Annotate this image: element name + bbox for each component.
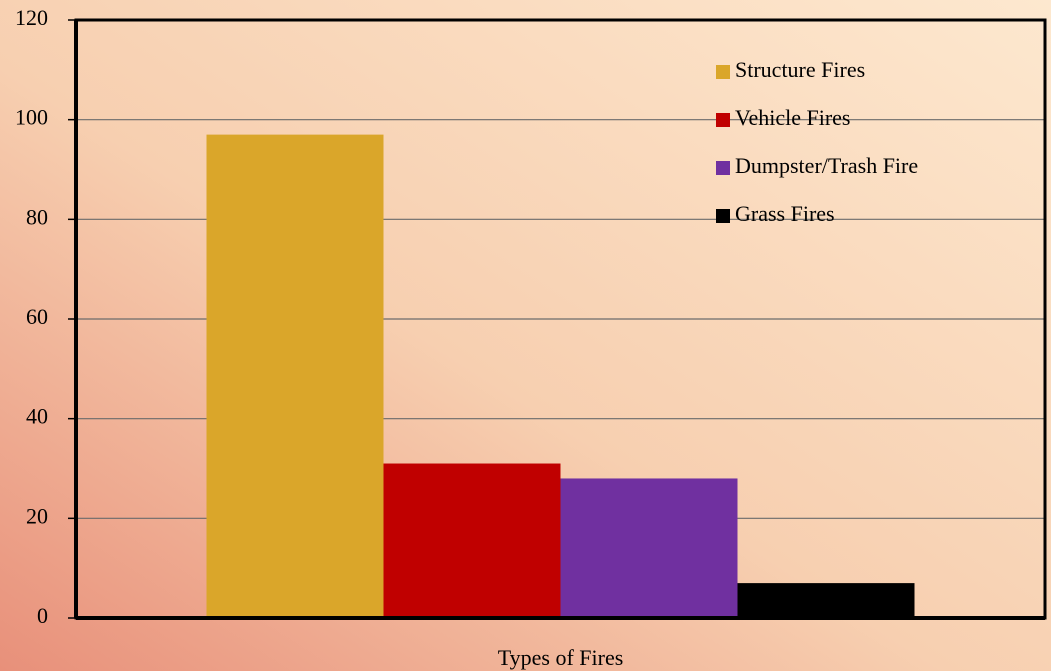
legend-label: Structure Fires [735,57,865,82]
bar [383,463,561,618]
legend-label: Vehicle Fires [735,105,850,130]
y-tick-label: 120 [15,5,48,30]
bar [737,583,915,618]
bar [206,134,384,618]
legend-label: Dumpster/Trash Fire [735,153,918,178]
y-tick-label: 60 [26,304,48,329]
legend-swatch [716,161,730,175]
y-tick-label: 100 [15,105,48,130]
legend-swatch [716,113,730,127]
y-tick-label: 40 [26,404,48,429]
y-tick-label: 80 [26,204,48,229]
legend-swatch [716,65,730,79]
x-axis-label: Types of Fires [498,645,624,670]
y-tick-label: 20 [26,503,48,528]
bar [560,478,738,618]
legend-label: Grass Fires [735,201,835,226]
y-tick-label: 0 [37,603,48,628]
legend-swatch [716,209,730,223]
